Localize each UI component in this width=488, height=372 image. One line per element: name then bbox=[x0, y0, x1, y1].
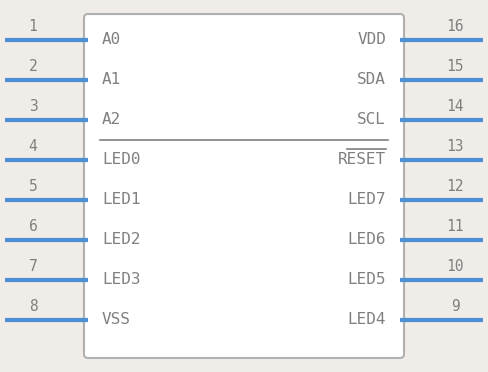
Text: LED3: LED3 bbox=[102, 273, 141, 288]
Text: 16: 16 bbox=[446, 19, 464, 34]
Text: 3: 3 bbox=[29, 99, 38, 114]
Text: RESET: RESET bbox=[338, 153, 386, 167]
Text: 4: 4 bbox=[29, 139, 38, 154]
Text: LED0: LED0 bbox=[102, 153, 141, 167]
Text: 6: 6 bbox=[29, 219, 38, 234]
Text: 9: 9 bbox=[450, 299, 459, 314]
Text: A2: A2 bbox=[102, 112, 121, 128]
Text: SDA: SDA bbox=[357, 73, 386, 87]
Text: 8: 8 bbox=[29, 299, 38, 314]
Text: 7: 7 bbox=[29, 259, 38, 274]
Text: 2: 2 bbox=[29, 59, 38, 74]
Text: 5: 5 bbox=[29, 179, 38, 194]
Text: LED6: LED6 bbox=[347, 232, 386, 247]
Text: 10: 10 bbox=[446, 259, 464, 274]
Text: 13: 13 bbox=[446, 139, 464, 154]
Text: LED2: LED2 bbox=[102, 232, 141, 247]
Text: 1: 1 bbox=[29, 19, 38, 34]
Text: 11: 11 bbox=[446, 219, 464, 234]
Text: A0: A0 bbox=[102, 32, 121, 48]
FancyBboxPatch shape bbox=[84, 14, 404, 358]
Text: 14: 14 bbox=[446, 99, 464, 114]
Text: VSS: VSS bbox=[102, 312, 131, 327]
Text: LED7: LED7 bbox=[347, 192, 386, 208]
Text: LED5: LED5 bbox=[347, 273, 386, 288]
Text: 15: 15 bbox=[446, 59, 464, 74]
Text: LED1: LED1 bbox=[102, 192, 141, 208]
Text: A1: A1 bbox=[102, 73, 121, 87]
Text: SCL: SCL bbox=[357, 112, 386, 128]
Text: LED4: LED4 bbox=[347, 312, 386, 327]
Text: VDD: VDD bbox=[357, 32, 386, 48]
Text: 12: 12 bbox=[446, 179, 464, 194]
